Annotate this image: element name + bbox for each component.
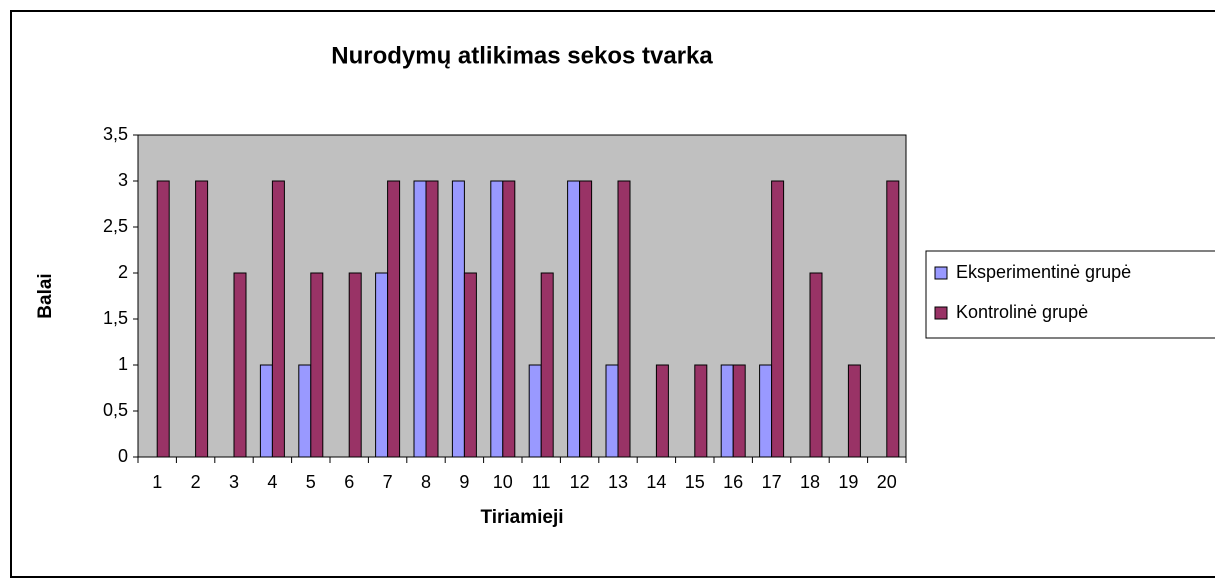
- bar: [387, 180, 401, 458]
- x-tick-label: 4: [267, 472, 277, 492]
- x-tick-label: 9: [459, 472, 469, 492]
- bar: [490, 180, 504, 458]
- y-tick-label: 2,5: [103, 216, 128, 236]
- legend-box: [925, 250, 1215, 339]
- chart-title: Nurodymų atlikimas sekos tvarka: [331, 42, 713, 69]
- x-tick-label: 13: [608, 472, 628, 492]
- x-tick-label: 3: [229, 472, 239, 492]
- bar: [694, 364, 708, 458]
- bar: [847, 364, 861, 458]
- x-tick-label: 19: [838, 472, 858, 492]
- bar: [195, 180, 209, 458]
- y-tick-label: 1: [118, 354, 128, 374]
- bar: [759, 364, 773, 458]
- x-tick-label: 17: [762, 472, 782, 492]
- y-tick-label: 3: [118, 170, 128, 190]
- bar: [259, 364, 273, 458]
- x-tick-label: 7: [383, 472, 393, 492]
- x-tick-label: 1: [152, 472, 162, 492]
- x-tick-label: 18: [800, 472, 820, 492]
- bar: [375, 272, 389, 458]
- bar: [617, 180, 631, 458]
- y-tick-label: 0,5: [103, 400, 128, 420]
- bar: [348, 272, 362, 458]
- x-tick-label: 2: [191, 472, 201, 492]
- y-tick-label: 2: [118, 262, 128, 282]
- bar: [540, 272, 554, 458]
- x-tick-label: 11: [532, 472, 551, 492]
- bar: [463, 272, 477, 458]
- x-tick-label: 8: [421, 472, 431, 492]
- bar: [451, 180, 465, 458]
- bar: [502, 180, 516, 458]
- bar: [605, 364, 619, 458]
- x-tick-label: 6: [344, 472, 354, 492]
- y-axis-title: Balai: [35, 273, 56, 318]
- bar: [771, 180, 785, 458]
- x-tick-label: 14: [646, 472, 666, 492]
- x-axis-title: Tiriamieji: [480, 507, 563, 528]
- bar: [720, 364, 734, 458]
- bar: [567, 180, 581, 458]
- bar: [156, 180, 170, 458]
- legend-label: Kontrolinė grupė: [956, 302, 1088, 322]
- bar: [425, 180, 439, 458]
- bar: [655, 364, 669, 458]
- bar: [298, 364, 312, 458]
- bar: [579, 180, 593, 458]
- x-tick-label: 10: [493, 472, 513, 492]
- legend-swatch: [934, 266, 948, 280]
- x-tick-label: 15: [685, 472, 705, 492]
- bar: [271, 180, 285, 458]
- bar: [413, 180, 427, 458]
- bar: [809, 272, 823, 458]
- y-tick-label: 0: [118, 446, 128, 466]
- legend-swatch: [934, 306, 948, 320]
- x-tick-label: 5: [306, 472, 316, 492]
- x-tick-label: 12: [570, 472, 590, 492]
- bar: [233, 272, 247, 458]
- y-tick-label: 3,5: [103, 124, 128, 144]
- bar: [886, 180, 900, 458]
- bar: [528, 364, 542, 458]
- x-tick-label: 20: [877, 472, 897, 492]
- bar: [732, 364, 746, 458]
- legend-label: Eksperimentinė grupė: [956, 262, 1131, 282]
- plot-area: [137, 134, 907, 458]
- x-tick-label: 16: [723, 472, 743, 492]
- bar: [310, 272, 324, 458]
- y-tick-label: 1,5: [103, 308, 128, 328]
